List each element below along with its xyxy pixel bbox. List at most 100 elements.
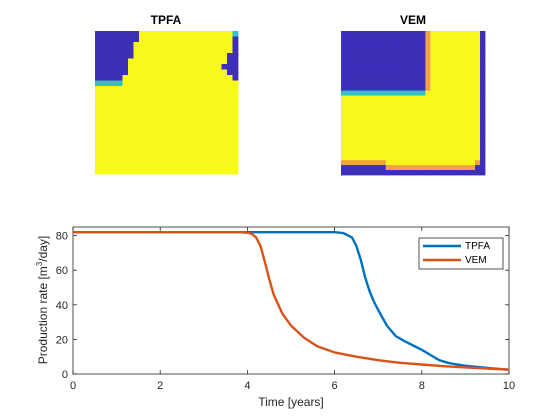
map-cell xyxy=(470,70,476,77)
map-cell xyxy=(360,85,367,91)
map-cell xyxy=(355,85,362,91)
map-cell xyxy=(435,130,441,136)
map-cell xyxy=(390,150,397,156)
map-cell xyxy=(445,31,451,37)
map-cell xyxy=(445,135,451,141)
map-cell xyxy=(350,65,357,72)
map-cell xyxy=(133,58,140,65)
map-cell xyxy=(475,150,481,156)
map-cell xyxy=(460,120,466,126)
map-cell xyxy=(128,102,134,109)
map-cell xyxy=(410,60,416,67)
map-cell xyxy=(370,70,377,77)
map-cell xyxy=(155,91,162,98)
map-cell xyxy=(405,95,411,101)
map-cell xyxy=(420,130,426,136)
map-cell xyxy=(111,53,118,59)
map-cell xyxy=(166,69,173,76)
map-cell xyxy=(435,160,441,166)
map-cell xyxy=(365,110,372,116)
map-cell xyxy=(365,60,372,67)
map-cell xyxy=(188,146,195,153)
map-cell xyxy=(355,45,362,52)
map-cell xyxy=(194,113,200,120)
map-cell xyxy=(122,124,129,131)
map-cell xyxy=(355,110,362,116)
map-cell xyxy=(128,124,134,131)
map-cell xyxy=(370,85,377,91)
map-cell xyxy=(355,100,362,106)
map-cell xyxy=(106,124,112,131)
map-cell xyxy=(435,105,441,111)
map-cell xyxy=(380,120,387,126)
map-cell xyxy=(410,75,416,82)
map-cell xyxy=(106,91,112,98)
map-cell xyxy=(100,113,107,120)
map-cell xyxy=(188,69,195,76)
map-cell xyxy=(400,40,406,47)
map-cell xyxy=(385,135,392,141)
map-cell xyxy=(183,69,189,76)
map-cell xyxy=(133,108,140,114)
map-cell xyxy=(117,168,123,175)
map-cell xyxy=(390,45,397,52)
map-cell xyxy=(172,108,178,114)
map-cell xyxy=(425,100,431,106)
map-cell xyxy=(172,64,178,70)
map-cell xyxy=(415,110,421,116)
map-cell xyxy=(177,124,184,131)
map-cell xyxy=(95,108,101,114)
map-cell xyxy=(350,160,357,166)
map-cell xyxy=(365,70,372,77)
map-cell xyxy=(221,130,228,136)
map-cell xyxy=(100,58,107,65)
map-cell xyxy=(199,108,206,114)
map-cell xyxy=(194,53,200,59)
map-cell xyxy=(410,115,416,121)
map-cell xyxy=(221,168,228,175)
map-cell xyxy=(470,170,476,176)
map-cell xyxy=(183,91,189,98)
map-cell xyxy=(210,58,217,65)
map-cell xyxy=(172,97,178,103)
map-cell xyxy=(133,157,140,164)
map-cell xyxy=(385,160,392,166)
map-cell xyxy=(205,36,211,43)
map-cell xyxy=(415,135,421,141)
map-cell xyxy=(460,35,466,42)
map-cell xyxy=(435,55,441,62)
map-cell xyxy=(425,115,431,121)
map-cell xyxy=(139,53,145,59)
map-cell xyxy=(177,69,184,76)
map-cell xyxy=(435,125,441,131)
map-cell xyxy=(111,58,118,65)
map-cell xyxy=(199,80,206,87)
map-cell xyxy=(150,53,156,59)
map-cell xyxy=(117,42,123,48)
map-cell xyxy=(450,160,456,166)
map-cell xyxy=(100,69,107,76)
map-cell xyxy=(375,60,382,67)
map-cell xyxy=(370,130,377,136)
map-cell xyxy=(370,140,377,146)
map-cell xyxy=(227,168,233,175)
map-cell xyxy=(380,150,387,156)
map-cell xyxy=(415,85,421,91)
map-cell xyxy=(166,80,173,87)
map-cell xyxy=(415,145,421,151)
map-cell xyxy=(350,165,357,171)
map-cell xyxy=(420,150,426,156)
map-cell xyxy=(117,146,123,153)
map-cell xyxy=(400,70,406,77)
map-cell xyxy=(460,110,466,116)
map-cell xyxy=(183,47,189,54)
map-cell xyxy=(405,40,411,47)
map-cell xyxy=(122,108,129,114)
series-line-vem xyxy=(73,231,510,371)
map-cell xyxy=(216,36,222,43)
map-cell xyxy=(144,157,151,164)
map-cell xyxy=(360,130,367,136)
map-cell xyxy=(117,80,123,87)
map-cell xyxy=(144,130,151,136)
map-cell xyxy=(122,163,129,169)
